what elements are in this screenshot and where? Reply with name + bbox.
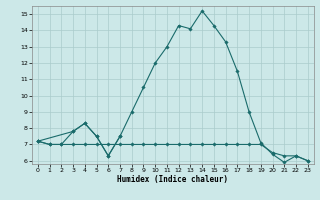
X-axis label: Humidex (Indice chaleur): Humidex (Indice chaleur) — [117, 175, 228, 184]
